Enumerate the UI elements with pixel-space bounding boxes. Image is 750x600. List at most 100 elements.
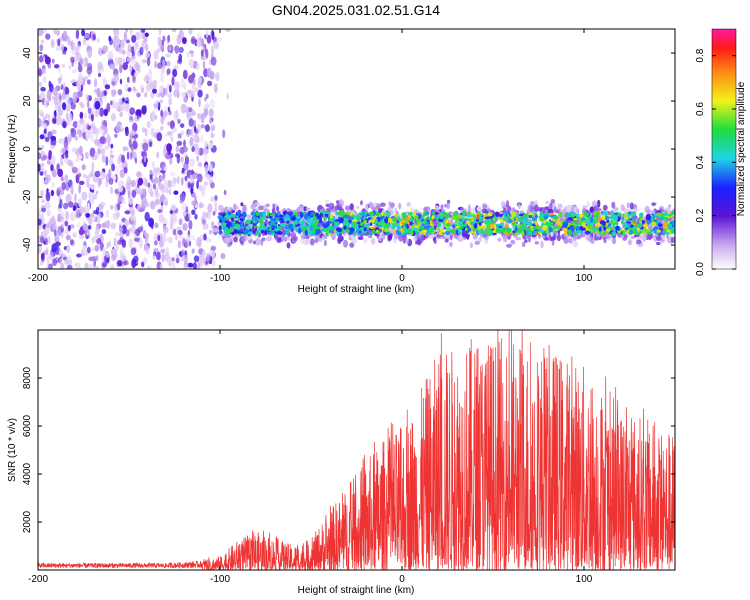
heatmap-cell [206, 67, 211, 78]
heatmap-cell [109, 154, 115, 159]
heatmap-cell [103, 90, 108, 96]
heatmap-cell [499, 213, 503, 218]
heatmap-cell [218, 225, 222, 231]
heatmap-cell [180, 255, 184, 262]
heatmap-cell [626, 202, 630, 209]
heatmap-cell [168, 110, 172, 116]
heatmap-cell [64, 174, 69, 183]
heatmap-cell [241, 211, 247, 218]
heatmap-cell [183, 139, 186, 148]
heatmap-cell [211, 221, 215, 230]
heatmap-cell [70, 185, 74, 195]
heatmap-cell [67, 159, 73, 167]
heatmap-cell [105, 209, 110, 218]
heatmap-cell [411, 216, 415, 222]
heatmap-cell [566, 228, 571, 233]
heatmap-cell [91, 161, 95, 172]
heatmap-cell [531, 226, 538, 229]
heatmap-cell [539, 211, 544, 218]
heatmap-cell [204, 181, 208, 186]
heatmap-cell [75, 29, 80, 40]
heatmap-cell [41, 212, 44, 221]
heatmap-cell [176, 34, 182, 45]
heatmap-cell [487, 212, 493, 217]
snr-x-tick-label: 0 [399, 574, 405, 585]
heatmap-cell [96, 87, 101, 98]
heatmap-cell [248, 238, 253, 244]
heatmap-cell [220, 253, 226, 260]
heatmap-cell [531, 230, 536, 236]
heatmap-cell [188, 91, 194, 98]
heatmap-cell [368, 219, 375, 224]
heatmap-cell [202, 223, 209, 230]
heatmap-cell [87, 48, 92, 59]
heatmap-cell [88, 191, 94, 199]
heatmap-cell [667, 213, 672, 217]
heatmap-cell [621, 216, 625, 221]
heatmap-cell [637, 239, 642, 245]
heatmap-cell [98, 47, 104, 56]
heatmap-cell [351, 221, 356, 227]
heatmap-cell [199, 202, 203, 209]
heatmap-cell [552, 216, 559, 220]
heatmap-cell [192, 235, 196, 241]
heatmap-cell [110, 263, 115, 269]
heatmap-cell [78, 198, 82, 208]
heatmap-cell [188, 219, 193, 230]
heatmap-cell [191, 200, 198, 206]
heatmap-cell [608, 216, 613, 220]
heatmap-cell [593, 210, 598, 216]
heatmap-cell [150, 127, 155, 137]
heatmap-cell [362, 238, 368, 244]
heatmap-cell [276, 206, 280, 212]
heatmap-cell [175, 257, 180, 264]
heatmap-cell [179, 147, 185, 154]
heatmap-cell [96, 108, 100, 115]
heatmap-cell [551, 241, 555, 246]
heatmap-cell [473, 223, 478, 229]
heatmap-cell [169, 171, 176, 177]
heatmap-cell [583, 212, 589, 218]
heatmap-cell [72, 205, 77, 212]
heatmap-cell [173, 64, 180, 70]
heatmap-cell [259, 227, 266, 231]
heatmap-cell [305, 239, 310, 245]
heatmap-cell [401, 212, 407, 218]
heatmap-cell [78, 129, 82, 139]
heatmap-cell [319, 212, 324, 218]
heatmap-cell [457, 220, 463, 226]
heatmap-cell [505, 200, 510, 208]
heatmap-cell [196, 136, 200, 144]
heatmap-cell [40, 86, 46, 92]
spectrogram-x-tick-label: 0 [399, 273, 405, 284]
heatmap-cell [101, 229, 107, 235]
heatmap-cell [423, 206, 428, 212]
heatmap-cell [292, 235, 298, 242]
heatmap-cell [143, 197, 148, 206]
heatmap-cell [190, 187, 194, 195]
heatmap-cell [145, 83, 151, 93]
heatmap-cell [670, 236, 675, 243]
snr-y-tick-label: 2000 [22, 510, 33, 533]
colorbar-tick-label: 0.2 [695, 208, 706, 222]
heatmap-cell [530, 225, 533, 229]
heatmap-cell [146, 245, 150, 255]
heatmap-cell [141, 261, 145, 268]
heatmap-cell [124, 126, 129, 133]
heatmap-cell [554, 210, 560, 214]
heatmap-cell [440, 204, 444, 210]
heatmap-cell [53, 229, 57, 237]
snr-x-axis-label: Height of straight line (km) [298, 585, 415, 596]
heatmap-cell [134, 237, 139, 242]
heatmap-cell [62, 49, 67, 55]
heatmap-cell [240, 221, 244, 228]
heatmap-cell [129, 29, 133, 36]
heatmap-cell [51, 155, 56, 166]
colorbar-gradient [711, 28, 737, 270]
heatmap-cell [45, 253, 50, 263]
heatmap-cell [153, 240, 158, 246]
heatmap-cell [80, 251, 84, 256]
heatmap-cell [657, 223, 664, 227]
heatmap-cell [114, 45, 120, 52]
heatmap-cell [158, 214, 165, 223]
